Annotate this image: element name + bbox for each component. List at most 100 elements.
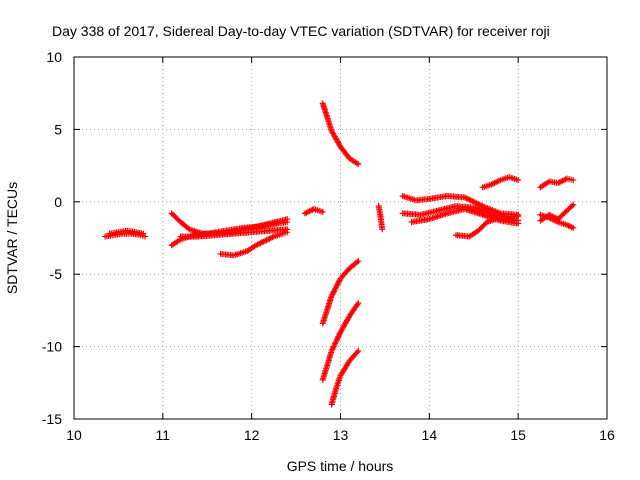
series-trail — [499, 213, 520, 221]
data-point — [284, 229, 291, 236]
series-trail — [463, 206, 484, 218]
x-axis-ticks: 10 11 12 13 14 15 16 — [66, 57, 615, 443]
series-trail — [401, 193, 418, 203]
data-point — [355, 347, 362, 354]
series-trail — [436, 203, 458, 214]
series-trail — [259, 220, 280, 230]
series-trail — [338, 359, 352, 378]
series-track-12 — [375, 203, 386, 233]
data-point — [379, 226, 386, 233]
series-trail — [338, 314, 352, 334]
series-track-10 — [319, 300, 362, 383]
data-point — [515, 220, 522, 227]
series-trail — [347, 301, 361, 318]
y-tick-label: 10 — [46, 49, 62, 65]
series-trail — [445, 193, 467, 201]
series-track-16 — [452, 213, 522, 240]
series-track-6 — [217, 229, 291, 259]
x-tick-label: 11 — [156, 427, 171, 443]
series-trail — [476, 220, 489, 233]
x-tick-label: 10 — [66, 427, 82, 443]
chart-title: Day 338 of 2017, Sidereal Day-to-day VTE… — [52, 23, 550, 39]
series-trail — [467, 228, 480, 239]
series-trail — [320, 101, 335, 133]
data-point — [355, 300, 362, 307]
y-tick-label: -10 — [42, 339, 62, 355]
data-points — [102, 100, 577, 408]
series-trail — [414, 196, 431, 204]
series-track-11 — [328, 347, 362, 408]
series-trail — [338, 145, 352, 161]
series-trail — [445, 206, 467, 216]
series-trail — [329, 129, 343, 149]
series-trail — [377, 214, 385, 231]
series-trail — [250, 227, 271, 236]
data-point — [570, 177, 577, 184]
series-trail — [472, 205, 493, 216]
series-trail — [347, 259, 360, 271]
data-point — [355, 258, 362, 265]
series-trail — [268, 226, 289, 234]
series-trail — [170, 237, 183, 248]
data-point — [319, 208, 326, 215]
series-trail — [427, 193, 449, 202]
data-point — [355, 161, 362, 168]
series-trail — [566, 176, 575, 183]
y-tick-label: 0 — [54, 194, 62, 210]
series-trail — [214, 230, 236, 238]
series-trail — [419, 207, 440, 218]
data-point — [140, 230, 147, 237]
series-trail — [320, 294, 335, 325]
y-axis-ticks: -15 -10 -5 0 5 10 — [42, 49, 607, 427]
series-trail — [170, 211, 183, 224]
x-tick-label: 13 — [333, 427, 349, 443]
y-tick-label: -15 — [42, 411, 62, 427]
series-trail — [329, 330, 343, 353]
x-tick-label: 15 — [510, 427, 526, 443]
x-tick-label: 14 — [422, 427, 438, 443]
y-tick-label: -5 — [50, 266, 63, 282]
series-trail — [179, 233, 200, 240]
series-trail — [232, 229, 254, 237]
data-point — [515, 213, 522, 220]
series-trail — [481, 203, 502, 216]
data-point — [284, 219, 291, 226]
series-track-13 — [399, 193, 522, 218]
series-track-2 — [106, 227, 147, 237]
series-trail — [338, 266, 352, 281]
series-trail — [463, 195, 485, 209]
grid — [74, 57, 607, 419]
series-trail — [565, 202, 575, 213]
series-trail — [205, 228, 227, 237]
series-trail — [329, 387, 339, 406]
series-trail — [499, 174, 511, 183]
series-trail — [347, 349, 361, 363]
series-track-8 — [319, 100, 362, 168]
series-trail — [241, 223, 262, 231]
series-trail — [135, 229, 145, 237]
series-trail — [303, 206, 316, 216]
series-trail — [499, 217, 520, 227]
series-track-7 — [301, 206, 326, 217]
series-trail — [223, 225, 245, 234]
series-track-5 — [177, 226, 291, 240]
series-trail — [556, 208, 569, 221]
series-trail — [254, 238, 267, 248]
series-track-17 — [479, 174, 522, 191]
series-trail — [178, 220, 192, 232]
series-trail — [454, 203, 476, 211]
x-axis-label: GPS time / hours — [287, 458, 394, 474]
series-track-20 — [537, 201, 577, 224]
series-trail — [410, 216, 431, 225]
series-track-14 — [399, 203, 522, 224]
series-track-9 — [319, 258, 362, 327]
series-trail — [490, 177, 502, 187]
series-trail — [565, 222, 575, 231]
data-point — [515, 177, 522, 184]
series-trail — [197, 232, 218, 240]
series-trail — [538, 179, 551, 190]
series-trail — [329, 277, 343, 298]
series-trail — [245, 243, 258, 254]
series-track-18 — [537, 175, 577, 191]
